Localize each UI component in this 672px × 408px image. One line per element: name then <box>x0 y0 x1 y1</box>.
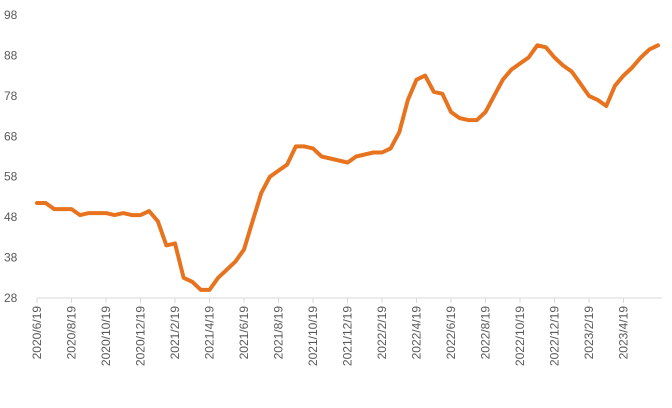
x-tick-label: 2023/4/19 <box>617 306 631 360</box>
x-tick-label: 2021/10/19 <box>306 306 320 366</box>
y-tick-label: 78 <box>4 89 18 103</box>
x-tick-label: 2020/6/19 <box>30 306 44 360</box>
x-tick-label: 2020/12/19 <box>134 306 148 366</box>
x-tick-label: 2021/8/19 <box>272 306 286 360</box>
y-tick-label: 38 <box>4 251 18 265</box>
x-tick-label: 2022/10/19 <box>513 306 527 366</box>
x-tick-label: 2023/2/19 <box>582 306 596 360</box>
x-tick-label: 2022/4/19 <box>410 306 424 360</box>
x-tick-label: 2022/12/19 <box>548 306 562 366</box>
x-tick-label: 2021/2/19 <box>168 306 182 360</box>
y-tick-label: 28 <box>4 291 18 305</box>
x-tick-label: 2022/6/19 <box>444 306 458 360</box>
line <box>35 43 660 292</box>
y-tick-label: 48 <box>4 210 18 224</box>
y-tick-label: 88 <box>4 48 18 62</box>
x-tick-label: 2022/8/19 <box>479 306 493 360</box>
x-tick-label: 2020/8/19 <box>65 306 79 360</box>
x-tick-label: 2021/12/19 <box>341 306 355 366</box>
y-tick-label: 58 <box>4 170 18 184</box>
x-tick-label: 2020/10/19 <box>99 306 113 366</box>
x-tick-label: 2021/6/19 <box>237 306 251 360</box>
y-tick-label: 68 <box>4 129 18 143</box>
x-tick-label: 2022/2/19 <box>375 306 389 360</box>
y-tick-label: 98 <box>4 8 18 22</box>
x-tick-label: 2021/4/19 <box>203 306 217 360</box>
